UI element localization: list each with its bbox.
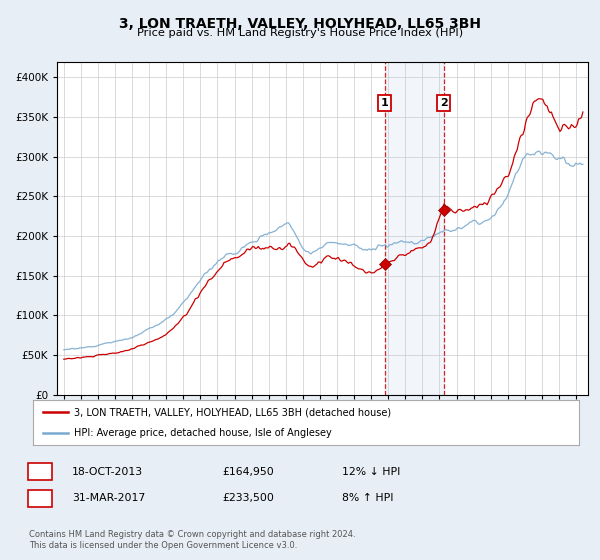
Text: 12% ↓ HPI: 12% ↓ HPI	[342, 466, 400, 477]
Text: £164,950: £164,950	[222, 466, 274, 477]
Text: £233,500: £233,500	[222, 493, 274, 503]
Text: 3, LON TRAETH, VALLEY, HOLYHEAD, LL65 3BH (detached house): 3, LON TRAETH, VALLEY, HOLYHEAD, LL65 3B…	[74, 408, 391, 418]
Text: 2: 2	[440, 98, 448, 108]
Text: 3, LON TRAETH, VALLEY, HOLYHEAD, LL65 3BH: 3, LON TRAETH, VALLEY, HOLYHEAD, LL65 3B…	[119, 17, 481, 31]
Text: 18-OCT-2013: 18-OCT-2013	[72, 466, 143, 477]
Text: Price paid vs. HM Land Registry's House Price Index (HPI): Price paid vs. HM Land Registry's House …	[137, 28, 463, 38]
Text: Contains HM Land Registry data © Crown copyright and database right 2024.
This d: Contains HM Land Registry data © Crown c…	[29, 530, 355, 550]
Text: HPI: Average price, detached house, Isle of Anglesey: HPI: Average price, detached house, Isle…	[74, 428, 332, 438]
Text: 8% ↑ HPI: 8% ↑ HPI	[342, 493, 394, 503]
Text: 1: 1	[381, 98, 389, 108]
Text: 31-MAR-2017: 31-MAR-2017	[72, 493, 145, 503]
Text: 2: 2	[36, 492, 44, 505]
Bar	[385, 62, 444, 395]
Text: 1: 1	[36, 465, 44, 478]
